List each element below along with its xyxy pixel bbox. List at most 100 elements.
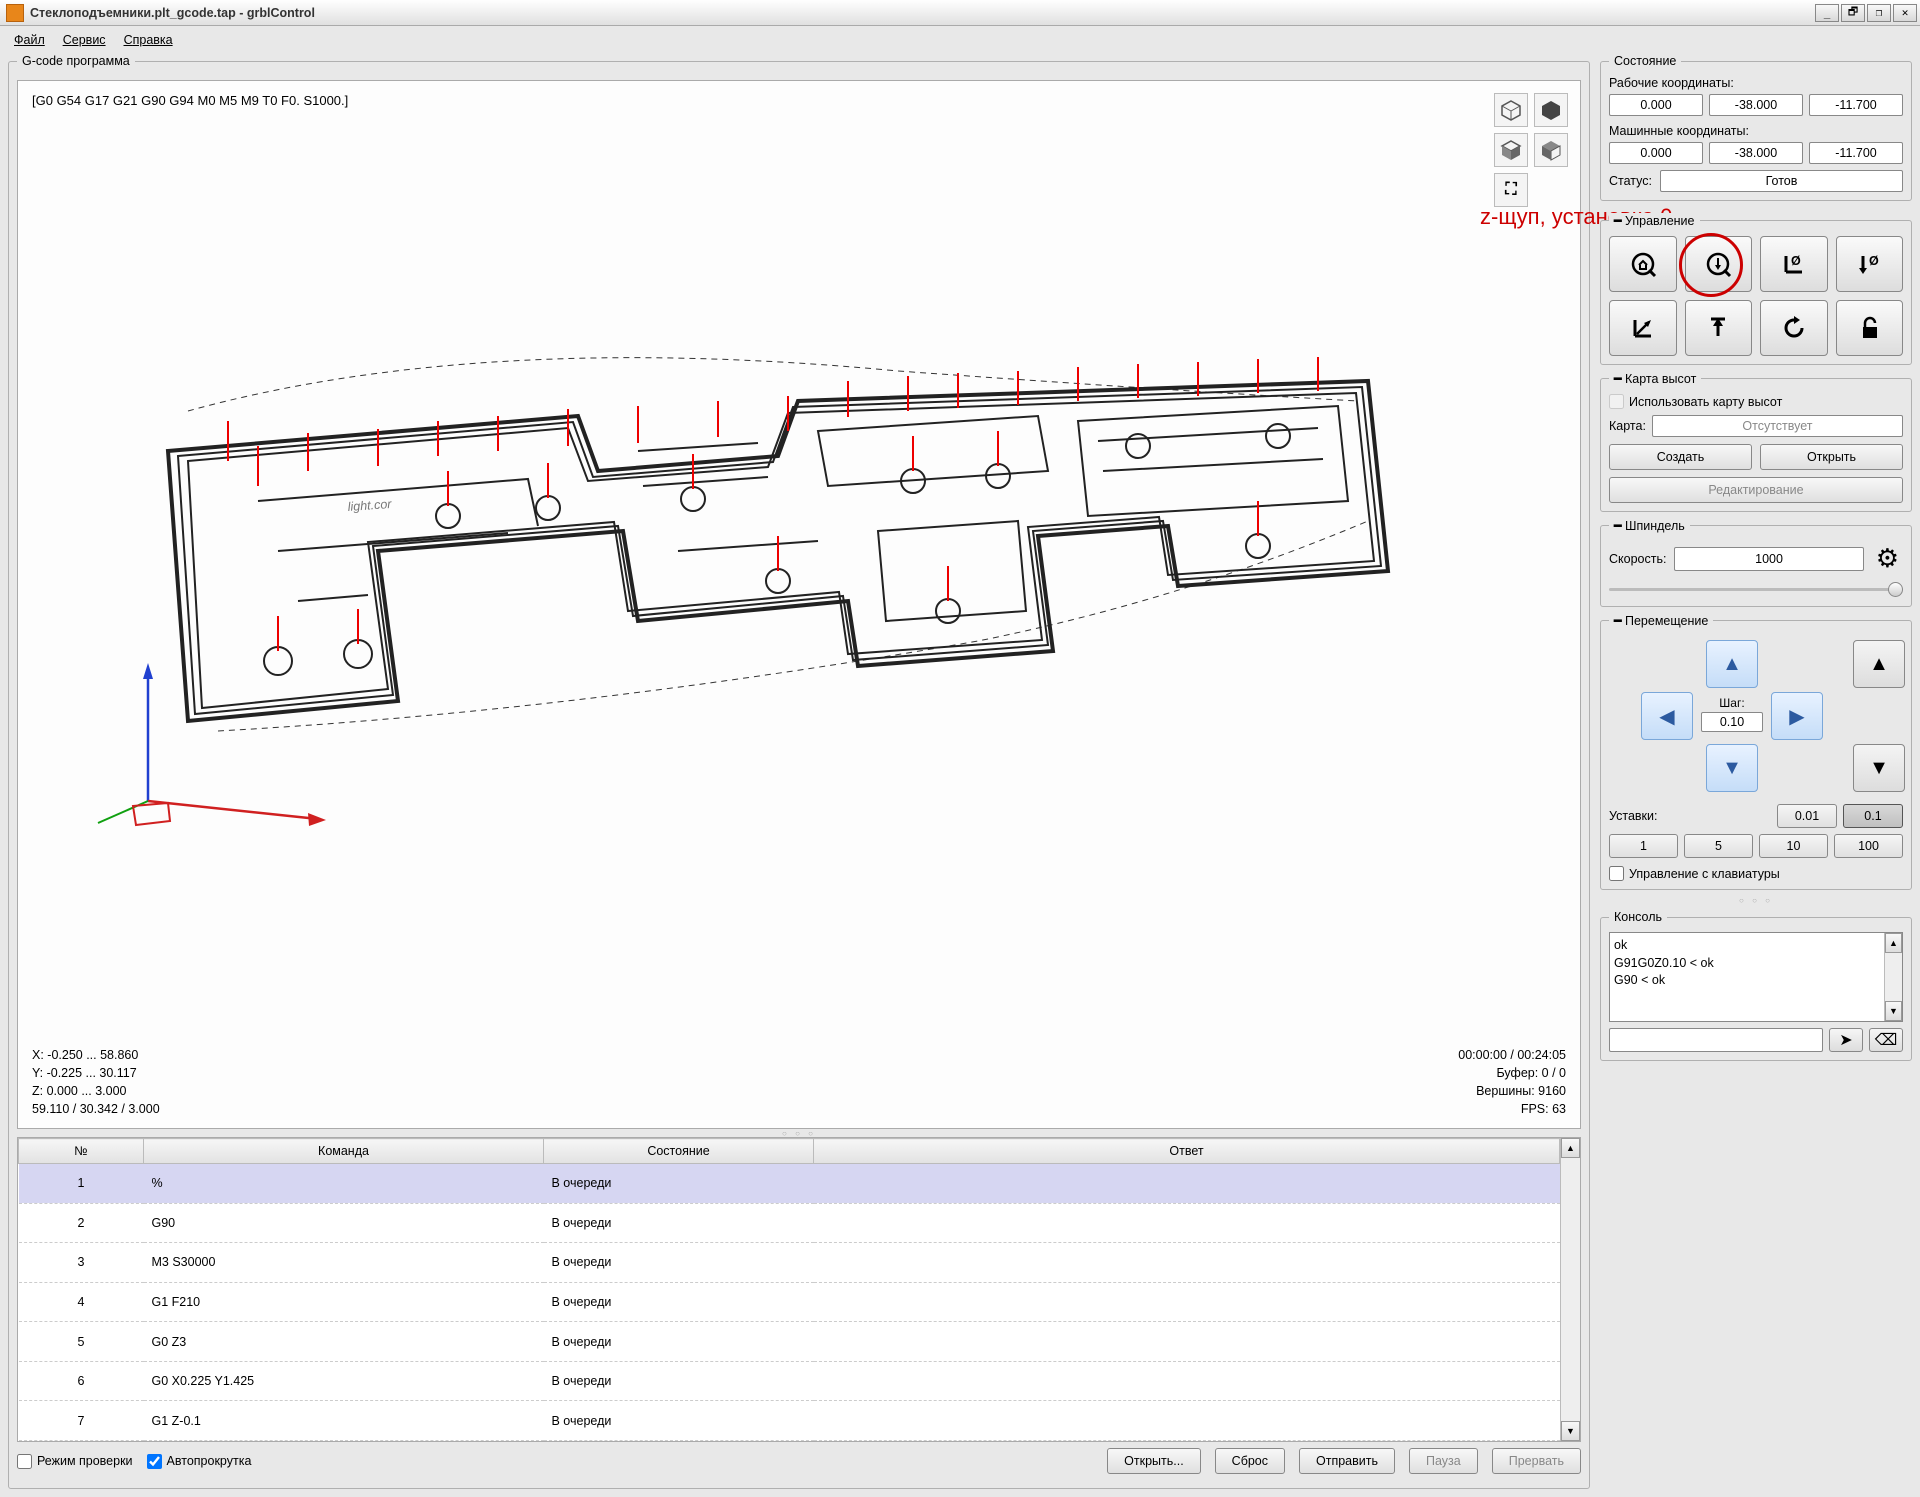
preset-100[interactable]: 100: [1834, 834, 1903, 858]
machine-coords-label: Машинные координаты:: [1609, 124, 1903, 138]
heightmap-open-button[interactable]: Открыть: [1760, 444, 1903, 470]
status-label: Статус:: [1609, 174, 1652, 188]
preset-0.01[interactable]: 0.01: [1777, 804, 1837, 828]
svg-text:Ø: Ø: [1791, 254, 1801, 268]
jog-panel: Перемещение ▲ ◀ ▶ ▼ ▲ ▼ Шаг: 0.10 Уставк…: [1600, 613, 1912, 890]
open-file-button[interactable]: Открыть...: [1107, 1448, 1201, 1474]
jog-z-plus-button[interactable]: ▲: [1853, 640, 1905, 688]
col-state[interactable]: Состояние: [544, 1139, 814, 1164]
control-legend[interactable]: Управление: [1609, 213, 1700, 228]
spindle-toggle-button[interactable]: ⚙: [1872, 541, 1903, 576]
view-top-wire-icon[interactable]: [1494, 133, 1528, 167]
jog-x-plus-button[interactable]: ▶: [1771, 692, 1823, 740]
heightmap-legend[interactable]: Карта высот: [1609, 371, 1701, 386]
status-value: Готов: [1660, 170, 1903, 192]
view-iso-solid-icon[interactable]: [1534, 93, 1568, 127]
use-heightmap-checkbox[interactable]: Использовать карту высот: [1609, 394, 1903, 409]
console-send-button[interactable]: ➤: [1829, 1028, 1863, 1052]
preset-5[interactable]: 5: [1684, 834, 1753, 858]
table-row[interactable]: 4G1 F210В очереди: [19, 1282, 1560, 1322]
scroll-up-icon[interactable]: ▲: [1561, 1138, 1580, 1158]
view-iso-wire-icon[interactable]: [1494, 93, 1528, 127]
spindle-legend[interactable]: Шпиндель: [1609, 518, 1690, 533]
table-row[interactable]: 6G0 X0.225 Y1.425В очереди: [19, 1361, 1560, 1401]
console-scroll-down-icon[interactable]: ▼: [1885, 1001, 1902, 1021]
origin-axes-icon: [78, 651, 338, 841]
heightmap-panel: Карта высот Использовать карту высот Кар…: [1600, 371, 1912, 512]
menu-service[interactable]: Сервис: [55, 29, 114, 51]
viewport-info-right: 00:00:00 / 00:24:05 Буфер: 0 / 0 Вершины…: [1458, 1046, 1566, 1119]
console-output: ok G91G0Z0.10 < ok G90 < ok ▲ ▼: [1609, 932, 1903, 1022]
spindle-speed-input[interactable]: [1674, 547, 1863, 571]
check-mode-checkbox[interactable]: Режим проверки: [17, 1454, 133, 1469]
state-legend: Состояние: [1609, 54, 1681, 68]
table-scrollbar[interactable]: ▲ ▼: [1560, 1138, 1580, 1441]
heightmap-edit-button[interactable]: Редактирование: [1609, 477, 1903, 503]
col-response[interactable]: Ответ: [814, 1139, 1560, 1164]
console-legend: Консоль: [1609, 910, 1667, 924]
autoscroll-checkbox[interactable]: Автопрокрутка: [147, 1454, 252, 1469]
gcode-legend: G-code программа: [17, 54, 135, 68]
jog-y-plus-button[interactable]: ▲: [1706, 640, 1758, 688]
table-row[interactable]: 7G1 Z-0.1В очереди: [19, 1401, 1560, 1441]
app-icon: [6, 4, 24, 22]
spindle-speed-slider[interactable]: [1609, 580, 1903, 598]
keyboard-control-checkbox[interactable]: Управление с клавиатуры: [1609, 866, 1903, 881]
table-row[interactable]: 3M3 S30000В очереди: [19, 1243, 1560, 1283]
menu-help[interactable]: Справка: [116, 29, 181, 51]
table-row[interactable]: 5G0 Z3В очереди: [19, 1322, 1560, 1362]
window-title: Стеклоподъемники.plt_gcode.tap - grblCon…: [30, 6, 1813, 20]
jog-step-value[interactable]: 0.10: [1701, 712, 1763, 732]
gcode-footer: Режим проверки Автопрокрутка Открыть... …: [17, 1442, 1581, 1480]
jog-x-minus-button[interactable]: ◀: [1641, 692, 1693, 740]
gcode-program-panel: G-code программа [G0 G54 G17 G21 G90 G94…: [8, 54, 1590, 1489]
gcode-viewport[interactable]: [G0 G54 G17 G21 G90 G94 M0 M5 M9 T0 F0. …: [17, 80, 1581, 1129]
home-button[interactable]: [1609, 236, 1677, 292]
jog-y-minus-button[interactable]: ▼: [1706, 744, 1758, 792]
splitter-horizontal[interactable]: ○ ○ ○: [17, 1129, 1581, 1137]
col-command[interactable]: Команда: [144, 1139, 544, 1164]
send-button[interactable]: Отправить: [1299, 1448, 1395, 1474]
unlock-button[interactable]: [1836, 300, 1904, 356]
maximize-button[interactable]: 🗗: [1841, 4, 1865, 22]
zero-z-button[interactable]: Ø: [1836, 236, 1904, 292]
reset-grbl-button[interactable]: [1760, 300, 1828, 356]
close-button[interactable]: ✕: [1893, 4, 1917, 22]
spindle-panel: Шпиндель Скорость: ⚙: [1600, 518, 1912, 607]
pause-button[interactable]: Пауза: [1409, 1448, 1478, 1474]
preset-0.1[interactable]: 0.1: [1843, 804, 1903, 828]
console-input[interactable]: [1609, 1028, 1823, 1052]
viewport-info-left: X: -0.250 ... 58.860 Y: -0.225 ... 30.11…: [32, 1046, 160, 1119]
menu-bar: Файл Сервис Справка: [0, 26, 1920, 54]
jog-legend[interactable]: Перемещение: [1609, 613, 1713, 628]
console-clear-button[interactable]: ⌫: [1869, 1028, 1903, 1052]
gcode-table: № Команда Состояние Ответ 1%В очереди2G9…: [17, 1137, 1581, 1442]
minimize-button[interactable]: _: [1815, 4, 1839, 22]
console-scrollbar[interactable]: ▲ ▼: [1884, 933, 1902, 1021]
restore-button[interactable]: ❐: [1867, 4, 1891, 22]
spindle-speed-label: Скорость:: [1609, 552, 1666, 566]
zero-xy-button[interactable]: Ø: [1760, 236, 1828, 292]
scroll-down-icon[interactable]: ▼: [1561, 1421, 1580, 1441]
view-front-icon[interactable]: [1534, 133, 1568, 167]
heightmap-create-button[interactable]: Создать: [1609, 444, 1752, 470]
console-scroll-up-icon[interactable]: ▲: [1885, 933, 1902, 953]
splitter-right[interactable]: ○ ○ ○: [1600, 896, 1912, 904]
restore-origin-button[interactable]: [1609, 300, 1677, 356]
table-row[interactable]: 2G90В очереди: [19, 1203, 1560, 1243]
view-fit-icon[interactable]: ⛶: [1494, 173, 1528, 207]
safe-z-button[interactable]: [1685, 300, 1753, 356]
abort-button[interactable]: Прервать: [1492, 1448, 1581, 1474]
jog-z-minus-button[interactable]: ▼: [1853, 744, 1905, 792]
annotation-circle: [1679, 233, 1743, 297]
map-label: Карта:: [1609, 419, 1646, 433]
col-number[interactable]: №: [19, 1139, 144, 1164]
work-z: -11.700: [1809, 94, 1903, 116]
reset-button[interactable]: Сброс: [1215, 1448, 1285, 1474]
preset-10[interactable]: 10: [1759, 834, 1828, 858]
preset-1[interactable]: 1: [1609, 834, 1678, 858]
menu-file[interactable]: Файл: [6, 29, 53, 51]
table-row[interactable]: 1%В очереди: [19, 1164, 1560, 1204]
svg-text:Ø: Ø: [1869, 254, 1879, 268]
console-panel: Консоль ok G91G0Z0.10 < ok G90 < ok ▲ ▼ …: [1600, 910, 1912, 1061]
